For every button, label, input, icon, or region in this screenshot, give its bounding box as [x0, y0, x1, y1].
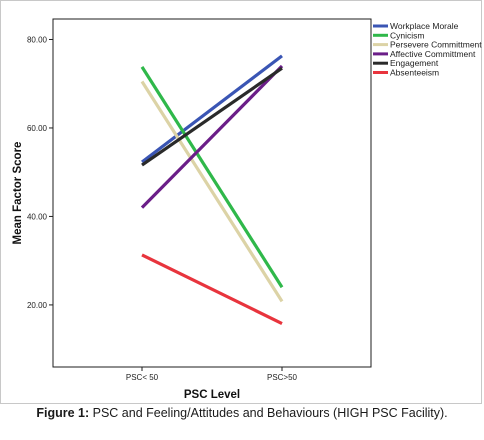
y-axis-ticks: 20.00 40.00 60.00 80.00 — [27, 35, 53, 310]
x-axis-ticks: PSC< 50 PSC>50 — [126, 367, 298, 382]
legend-label: Workplace Morale — [390, 21, 459, 31]
x-axis-title: PSC Level — [184, 389, 240, 401]
chart-frame: 20.00 40.00 60.00 80.00 PSC< 50 PSC>50 Mean … — [0, 0, 482, 404]
series-line-persevere-committment — [140, 80, 284, 303]
y-axis-title: Mean Factor Score — [12, 142, 24, 245]
caption-label: Figure 1: — [36, 406, 90, 420]
y-tick-label: 80.00 — [27, 35, 48, 44]
series-line-cynicism — [140, 66, 284, 289]
x-tick-label: PSC>50 — [267, 373, 298, 382]
y-tick-label: 20.00 — [27, 301, 48, 310]
line-chart: 20.00 40.00 60.00 80.00 PSC< 50 PSC>50 Mean … — [12, 18, 482, 401]
y-tick-label: 40.00 — [27, 212, 48, 221]
legend-label: Absenteeism — [390, 68, 439, 78]
legend-label: Persevere Committment — [390, 40, 482, 50]
y-tick-label: 60.00 — [27, 124, 48, 133]
x-tick-label: PSC< 50 — [126, 373, 159, 382]
legend-label: Cynicism — [390, 30, 424, 40]
legend-label: Affective Committment — [390, 49, 476, 59]
series-line-engagement — [141, 66, 283, 167]
series-line-absenteeism — [141, 253, 283, 325]
series-line-affective-committment — [140, 64, 284, 209]
figure-caption: Figure 1: PSC and Feeling/Attitudes and … — [0, 406, 484, 420]
caption-text: PSC and Feeling/Attitudes and Behaviours… — [89, 406, 448, 420]
legend-label: Engagement — [390, 58, 439, 68]
series-line-workplace-morale — [141, 54, 283, 164]
series-lines — [140, 54, 284, 325]
